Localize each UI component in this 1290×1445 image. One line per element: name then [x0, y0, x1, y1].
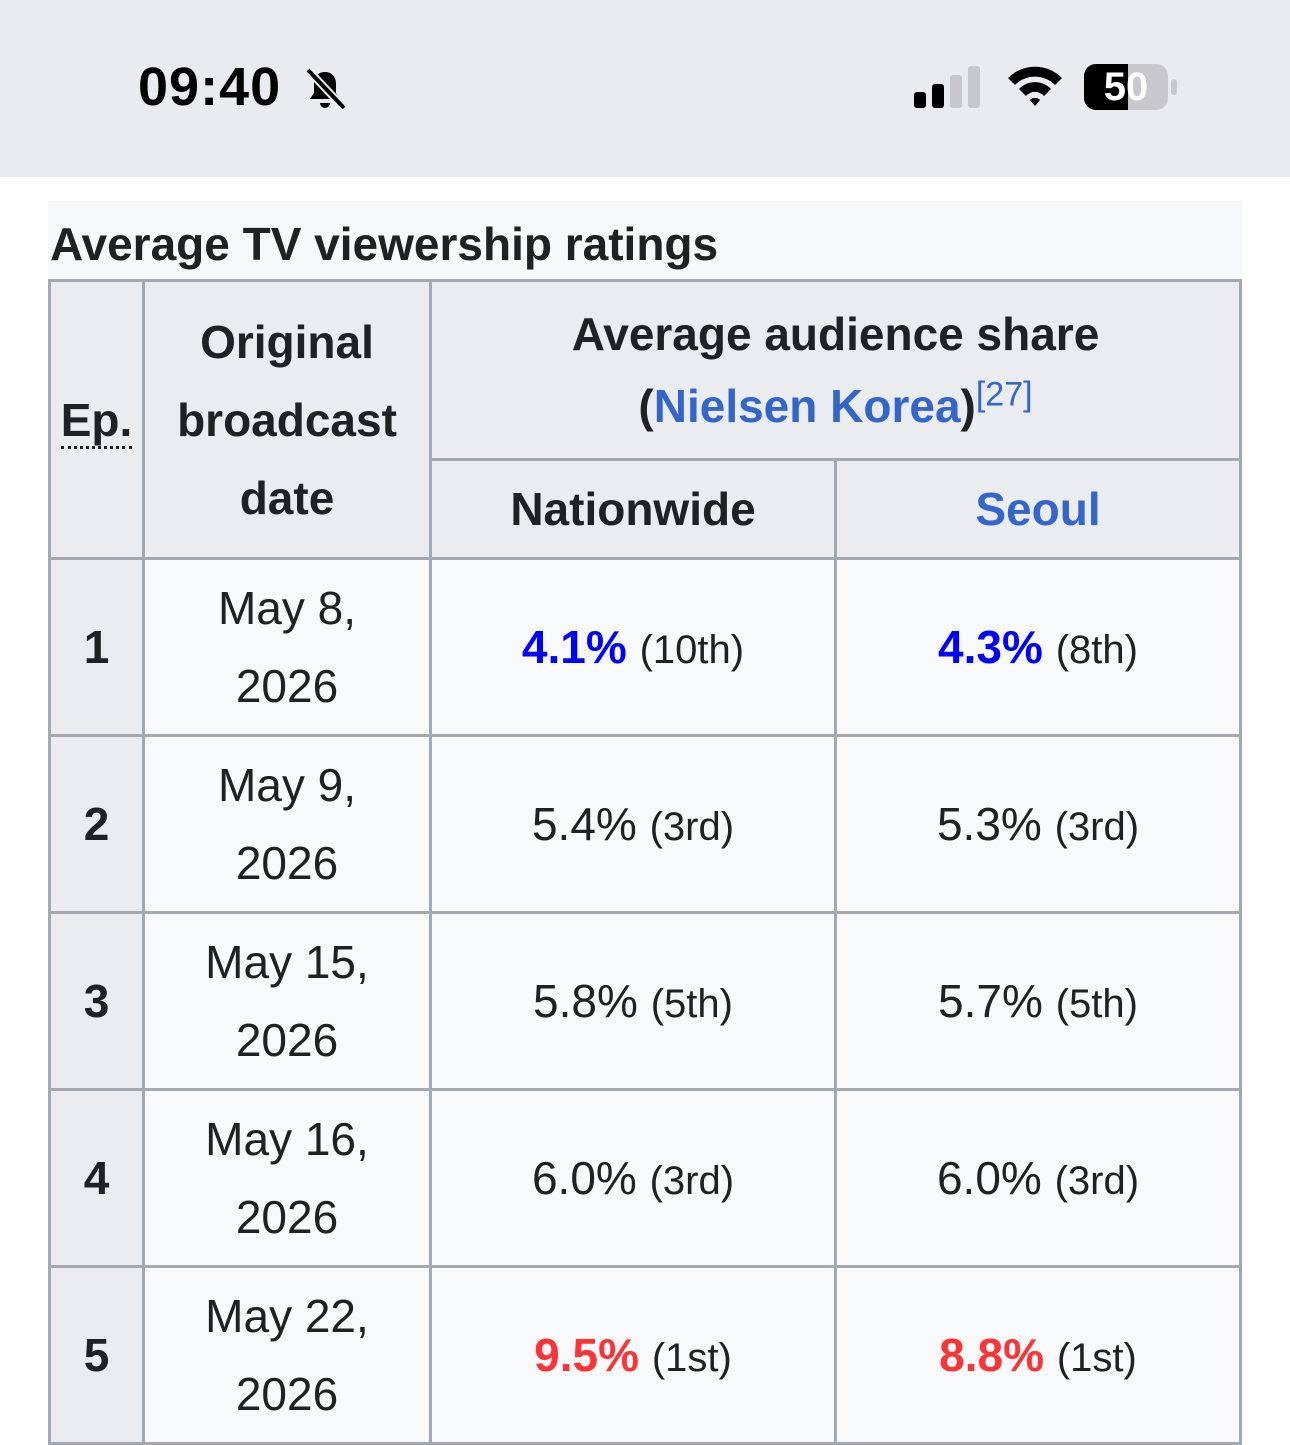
nationwide-rating: 9.5% (1st): [429, 1265, 837, 1445]
date-line1: May 16,: [205, 1113, 369, 1165]
nielsen-korea-link[interactable]: Nielsen Korea: [653, 379, 961, 432]
table-caption: Average TV viewership ratings: [50, 218, 719, 270]
rating-value: 9.5%: [534, 1329, 640, 1381]
seoul-rating: 8.8% (1st): [834, 1265, 1242, 1445]
bell-slash-icon: [305, 67, 347, 111]
status-bar: 09:40 50: [0, 0, 1290, 177]
battery-level: 50: [1103, 65, 1149, 109]
seoul-rating: 4.3% (8th): [834, 557, 1242, 737]
nationwide-rating: 4.1% (10th): [429, 557, 837, 737]
nationwide-rating: 6.0% (3rd): [429, 1088, 837, 1268]
date-line2: 2026: [235, 660, 339, 712]
nationwide-rating: 5.8% (5th): [429, 911, 837, 1091]
rating-rank: (3rd): [649, 805, 735, 849]
rating-rank: (8th): [1055, 628, 1138, 672]
date-line2: 2026: [235, 1191, 339, 1243]
ratings-table: Ep. Original broadcast date Average audi…: [48, 279, 1242, 1445]
seoul-rating: 5.3% (3rd): [834, 734, 1242, 914]
table-row: 3 May 15, 2026 5.8% (5th) 5.7% (5th): [48, 911, 1242, 1091]
date-line1: May 8,: [217, 582, 357, 634]
broadcast-date: May 15, 2026: [142, 911, 432, 1091]
table-row: 1 May 8, 2026 4.1% (10th) 4.3% (8th): [48, 557, 1242, 737]
date-line1: May 15,: [205, 936, 369, 988]
rating-value: 5.3%: [936, 798, 1042, 850]
episode-number: 4: [48, 1088, 145, 1268]
header-date-line3: date: [239, 471, 335, 524]
episode-abbreviation[interactable]: Ep.: [60, 393, 133, 449]
rating-value: 5.8%: [533, 975, 638, 1027]
date-line1: May 9,: [217, 759, 357, 811]
broadcast-date: May 8, 2026: [142, 557, 432, 737]
seoul-rating: 6.0% (3rd): [834, 1088, 1242, 1268]
seoul-link[interactable]: Seoul: [975, 482, 1101, 535]
table-row: 2 May 9, 2026 5.4% (3rd) 5.3% (3rd): [48, 734, 1242, 914]
rating-value: 4.1%: [521, 621, 627, 673]
header-seoul: Seoul: [834, 457, 1242, 561]
reference-27-link[interactable]: [27]: [975, 375, 1033, 414]
header-broadcast-date: Original broadcast date: [142, 279, 432, 560]
episode-number: 3: [48, 911, 145, 1091]
episode-number: 1: [48, 557, 145, 737]
date-line2: 2026: [235, 1368, 339, 1420]
rating-value: 4.3%: [938, 621, 1043, 673]
date-line2: 2026: [235, 837, 339, 889]
ratings-table-wrapper: Ep. Original broadcast date Average audi…: [48, 279, 1242, 1445]
date-line1: May 22,: [205, 1290, 369, 1342]
rating-rank: (3rd): [649, 1159, 735, 1203]
rating-value: 5.4%: [531, 798, 637, 850]
header-audience-share: Average audience share (Nielsen Korea)[2…: [429, 279, 1242, 461]
rating-rank: (5th): [1055, 982, 1138, 1026]
wifi-icon: [1008, 66, 1062, 106]
rating-rank: (5th): [650, 982, 733, 1026]
rating-value: 6.0%: [531, 1152, 637, 1204]
article-content: Average TV viewership ratings Ep. Origin…: [0, 177, 1290, 1445]
rating-value: 6.0%: [936, 1152, 1042, 1204]
header-share-close: ): [960, 379, 976, 432]
header-date-line1: Original: [200, 315, 374, 368]
table-row: 5 May 22, 2026 9.5% (1st) 8.8% (1st): [48, 1265, 1242, 1445]
rating-rank: (10th): [639, 628, 745, 672]
rating-rank: (3rd): [1054, 1159, 1140, 1203]
header-episode: Ep.: [48, 279, 145, 560]
table-row: 4 May 16, 2026 6.0% (3rd) 6.0% (3rd): [48, 1088, 1242, 1268]
battery-icon: [1084, 64, 1177, 110]
broadcast-date: May 22, 2026: [142, 1265, 432, 1445]
rating-rank: (1st): [1056, 1336, 1137, 1380]
rating-value: 8.8%: [939, 1329, 1045, 1381]
rating-rank: (3rd): [1054, 805, 1140, 849]
header-share-title: Average audience share: [571, 307, 1100, 360]
episode-number: 5: [48, 1265, 145, 1445]
header-date-line2: broadcast: [177, 393, 397, 446]
header-nationwide: Nationwide: [429, 457, 837, 561]
rating-rank: (1st): [651, 1336, 732, 1380]
seoul-rating: 5.7% (5th): [834, 911, 1242, 1091]
broadcast-date: May 16, 2026: [142, 1088, 432, 1268]
cellular-signal-icon: [914, 66, 980, 108]
date-line2: 2026: [235, 1014, 339, 1066]
rating-value: 5.7%: [938, 975, 1043, 1027]
header-share-open: (: [638, 379, 654, 432]
table-caption-bar: Average TV viewership ratings: [48, 201, 1242, 281]
broadcast-date: May 9, 2026: [142, 734, 432, 914]
status-time: 09:40: [138, 57, 282, 117]
nationwide-rating: 5.4% (3rd): [429, 734, 837, 914]
episode-number: 2: [48, 734, 145, 914]
